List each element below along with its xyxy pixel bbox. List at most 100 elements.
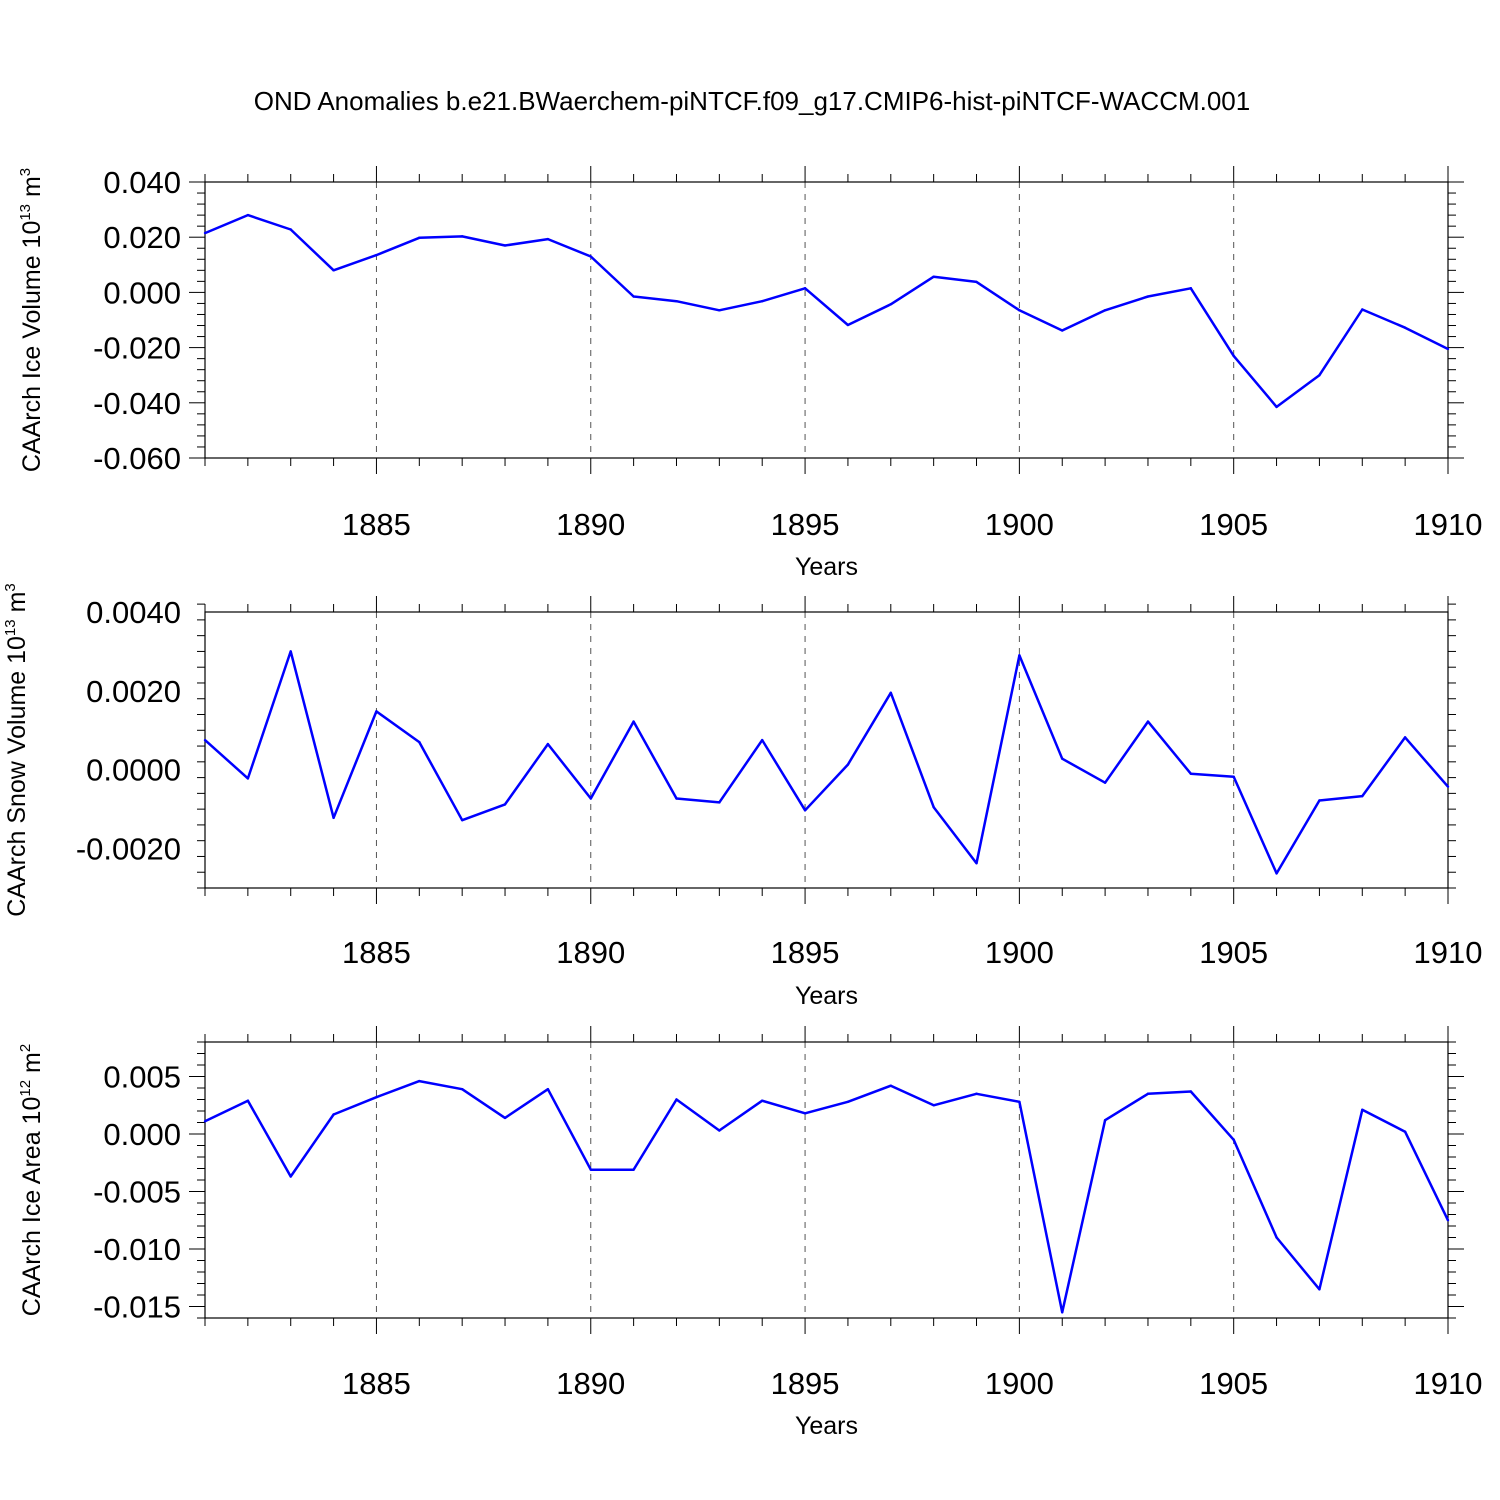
data-point <box>1018 309 1021 312</box>
data-point <box>246 777 250 780</box>
y-axis-title: CAArch Snow Volume 1013 m3 <box>2 583 31 917</box>
data-point <box>846 763 850 766</box>
data-point <box>203 1120 207 1123</box>
data-point <box>1103 309 1107 312</box>
panel-snow-volume: -0.0020 0.0000 0.0020 0.0040 1885 1890 1895 190… <box>2 583 1482 1010</box>
data-point <box>1146 720 1150 723</box>
data-point <box>1318 799 1321 802</box>
data-point <box>332 816 335 820</box>
x-tick-label: 1905 <box>1199 1366 1268 1401</box>
data-point <box>418 236 421 239</box>
data-point <box>1103 781 1107 784</box>
data-point <box>803 809 807 812</box>
y-tick-label: -0.020 <box>93 331 181 366</box>
x-axis-title: Years <box>795 982 858 1010</box>
x-tick-label: 1900 <box>985 935 1054 970</box>
y-tick-label: -0.015 <box>93 1290 181 1325</box>
data-point <box>546 237 550 241</box>
y-tick-label: 0.000 <box>103 1117 181 1152</box>
figure-title: OND Anomalies b.e21.BWaerchem-piNTCF.f09… <box>254 86 1250 116</box>
y-tick-label: 0.000 <box>103 275 181 310</box>
y-tick-label: 0.005 <box>103 1060 181 1095</box>
data-point <box>203 231 207 235</box>
data-point <box>718 1129 721 1132</box>
data-point <box>1318 374 1321 377</box>
data-point <box>1189 772 1193 775</box>
data-point <box>1061 757 1064 760</box>
data-point <box>1232 1138 1235 1141</box>
y-tick-label: -0.010 <box>93 1232 181 1267</box>
plot-frame <box>204 181 1449 459</box>
x-axis-title: Years <box>795 553 858 581</box>
panel-ice-area: -0.015 -0.010 -0.005 0.000 0.005 1885 1890 1895… <box>17 1026 1482 1440</box>
data-point <box>1275 1236 1278 1239</box>
y-tick-label: 0.0000 <box>86 753 181 788</box>
data-point <box>1403 1130 1407 1133</box>
data-point <box>589 1168 592 1171</box>
data-point <box>460 235 464 238</box>
data-point <box>332 269 335 272</box>
x-tick-label: 1890 <box>556 507 625 542</box>
data-point <box>460 818 464 822</box>
x-tick-label: 1895 <box>771 935 840 970</box>
data-point <box>289 228 292 231</box>
x-tick-label: 1890 <box>556 1366 625 1401</box>
data-point <box>1146 295 1150 298</box>
data-point <box>246 1099 250 1102</box>
data-point <box>1446 785 1450 788</box>
data-point <box>1061 1311 1064 1314</box>
data-point <box>761 300 764 303</box>
data-point <box>375 1096 378 1099</box>
x-tick-label: 1890 <box>556 935 625 970</box>
data-point <box>1146 1092 1150 1095</box>
data-point <box>418 1079 421 1083</box>
data-point <box>675 1098 678 1101</box>
data-point <box>289 1175 292 1178</box>
data-point <box>975 1092 978 1095</box>
panel-ice-volume: -0.060 -0.040 -0.020 0.000 0.020 0.040 1885 189… <box>17 165 1482 581</box>
data-point <box>675 797 678 800</box>
data-point <box>1403 326 1407 329</box>
data-point <box>503 244 507 247</box>
data-point <box>675 300 678 303</box>
x-tick-label: 1900 <box>985 507 1054 542</box>
data-point <box>1232 775 1235 779</box>
data-point <box>1189 287 1193 290</box>
x-tick-label: 1895 <box>771 1366 840 1401</box>
x-tick-label: 1910 <box>1414 935 1483 970</box>
data-point <box>761 738 764 742</box>
data-point <box>1103 1119 1107 1122</box>
data-point <box>589 255 592 258</box>
x-tick-label: 1910 <box>1414 1366 1483 1401</box>
data-point <box>1232 354 1235 358</box>
y-tick-label: -0.005 <box>93 1175 181 1210</box>
y-tick-label: -0.060 <box>93 441 181 476</box>
data-point <box>1361 308 1364 311</box>
data-point <box>1275 405 1278 409</box>
data-point <box>932 1104 935 1107</box>
data-point <box>1061 329 1064 332</box>
data-point <box>375 710 378 713</box>
data-point <box>375 253 378 257</box>
series-line <box>204 1079 1450 1314</box>
y-axis-title: CAArch Ice Area 1012 m2 <box>17 1044 46 1316</box>
data-point <box>1361 1108 1364 1112</box>
data-point <box>632 1168 635 1171</box>
y-tick-label: -0.0020 <box>76 832 181 867</box>
data-point <box>761 1099 764 1102</box>
series-line <box>204 650 1449 875</box>
data-point <box>246 213 250 217</box>
data-point <box>1018 654 1021 657</box>
data-point <box>975 280 978 284</box>
data-point <box>589 797 592 800</box>
data-point <box>1446 347 1450 351</box>
plot-frame <box>204 1041 1449 1319</box>
y-tick-label: 0.0020 <box>86 674 181 709</box>
x-tick-label: 1900 <box>985 1366 1054 1401</box>
data-point <box>460 1087 464 1091</box>
data-point <box>418 740 421 744</box>
data-point <box>1018 1100 1021 1104</box>
x-axis-title: Years <box>795 1412 858 1440</box>
